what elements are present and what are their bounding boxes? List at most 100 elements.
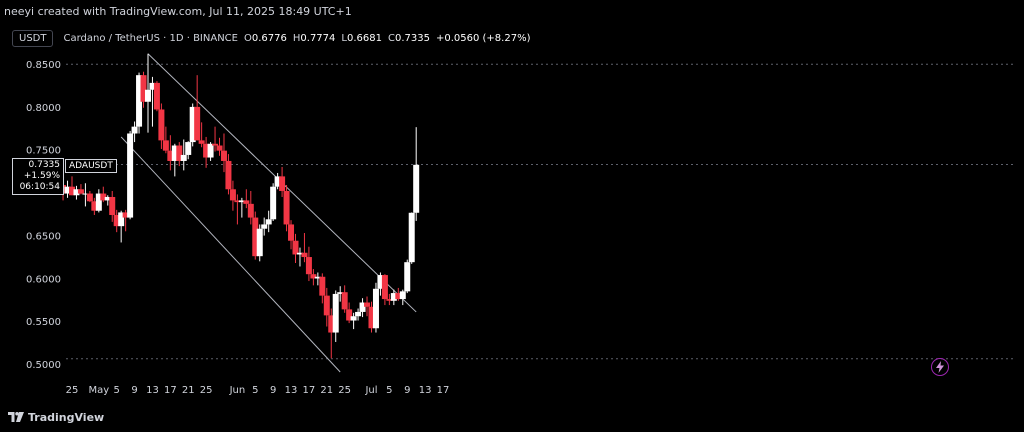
candle-body [153, 82, 160, 110]
candle-body [136, 75, 143, 127]
candle-body [359, 302, 366, 312]
candle-body [229, 189, 236, 201]
currency-button[interactable]: USDT [12, 29, 54, 47]
x-tick-label: 5 [252, 385, 258, 396]
channel-lower-line [120, 136, 341, 373]
x-tick-label: 9 [270, 385, 276, 396]
candle-body [127, 133, 134, 218]
close-value: 0.7335 [394, 32, 430, 44]
y-tick-label: 0.6000 [26, 274, 61, 285]
candle-body [243, 200, 250, 204]
candle-body [194, 106, 201, 141]
candle-body [104, 196, 111, 201]
candle-body [350, 316, 357, 321]
x-tick-label: 17 [164, 385, 177, 396]
candle-body [381, 275, 388, 300]
candle-body [82, 193, 89, 195]
candle-body [212, 143, 219, 146]
candle-body [216, 145, 223, 151]
candle-body [328, 315, 335, 333]
candle-body [73, 189, 80, 196]
candle-body [185, 142, 192, 155]
low-label: L [341, 32, 347, 44]
y-tick-label: 0.5500 [26, 317, 61, 328]
x-tick-label: 25 [66, 385, 79, 396]
candle-body [122, 212, 129, 218]
chart-legend: USDT Cardano / TetherUS · 1D · BINANCE O… [12, 28, 530, 48]
candle-body [109, 196, 116, 215]
candle-body [118, 212, 125, 227]
candle-body [377, 275, 384, 289]
change-value: +0.0560 (+8.27%) [435, 32, 531, 44]
candle-body [252, 217, 259, 257]
candle-body [399, 291, 406, 300]
candle-body [234, 200, 241, 203]
y-tick-label: 0.5000 [26, 360, 61, 371]
candle-body [171, 145, 178, 161]
candle-body [292, 240, 299, 255]
x-tick-label: 25 [200, 385, 213, 396]
candle-body [86, 193, 93, 202]
last-price-change: +1.59% [23, 171, 60, 181]
candle-body [408, 212, 415, 263]
candle-body [301, 252, 308, 258]
x-tick-label: 13 [419, 385, 432, 396]
candle-body [203, 143, 210, 158]
candle-body [131, 126, 138, 134]
brand-name: TradingView [28, 410, 105, 424]
candle-body [270, 186, 277, 220]
x-tick-label: 9 [131, 385, 137, 396]
symbol-description: Cardano / TetherUS · 1D · BINANCE [63, 32, 238, 44]
x-tick-label: 5 [386, 385, 392, 396]
x-tick-label: Jul [364, 385, 377, 396]
candle-body [149, 82, 156, 90]
candle-body [296, 252, 303, 255]
candle-body [265, 219, 272, 225]
candle-body [332, 293, 339, 333]
y-tick-label: 0.8000 [26, 103, 61, 114]
candle-body [247, 203, 254, 218]
open-label: O [244, 32, 252, 44]
last-price-marker: 0.7335 +1.59% 06:10:54 [12, 158, 64, 195]
x-tick-label: Jun [229, 385, 246, 396]
candle-body [319, 276, 326, 296]
x-tick-label: 13 [146, 385, 159, 396]
symbol-tag: ADAUSDT [65, 159, 117, 173]
candle-body [337, 292, 344, 294]
low-value: 0.6681 [346, 32, 382, 44]
candle-body [404, 262, 411, 292]
lightning-icon[interactable] [931, 358, 949, 376]
x-tick-label: 17 [303, 385, 316, 396]
x-tick-label: May [88, 385, 109, 396]
candle-body [310, 274, 317, 279]
candle-body [305, 257, 312, 275]
candle-body [91, 201, 98, 211]
candle-body [323, 295, 330, 316]
x-tick-label: 17 [437, 385, 450, 396]
candle-body [341, 292, 348, 310]
candle-body [261, 224, 268, 229]
candle-body [238, 200, 245, 203]
candle-body [220, 150, 227, 161]
attribution-text: neeyi created with TradingView.com, Jul … [4, 5, 352, 18]
x-tick-label: 13 [285, 385, 298, 396]
candle-body [207, 143, 214, 158]
x-tick-label: 5 [114, 385, 120, 396]
candle-body [314, 276, 321, 279]
candle-body [162, 140, 169, 151]
x-tick-label: 9 [404, 385, 410, 396]
attribution-bar: neeyi created with TradingView.com, Jul … [0, 0, 1024, 24]
x-tick-label: 21 [320, 385, 333, 396]
candle-body [283, 190, 290, 225]
candle-body [390, 293, 397, 301]
candle-body [355, 311, 362, 317]
high-value: 0.7774 [300, 32, 336, 44]
last-price: 0.7335 [28, 160, 61, 170]
candle-body [386, 299, 393, 301]
candle-body [288, 224, 295, 241]
candle-body [140, 75, 147, 102]
candle-body [167, 150, 174, 161]
candle-body [113, 215, 120, 227]
bar-countdown: 06:10:54 [19, 182, 60, 192]
